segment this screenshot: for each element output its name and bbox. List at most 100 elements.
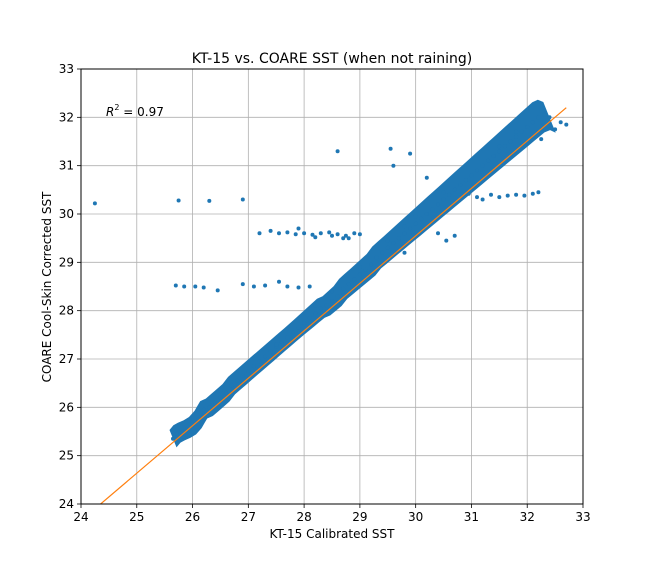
- scatter-point: [424, 212, 429, 216]
- x-tick-label: 28: [296, 510, 311, 524]
- x-tick-label: 24: [73, 510, 88, 524]
- scatter-point: [357, 265, 362, 270]
- scatter-point: [268, 349, 273, 354]
- scatter-point: [341, 286, 346, 291]
- scatter-point: [263, 283, 268, 288]
- scatter-point: [335, 149, 340, 154]
- scatter-point: [388, 146, 393, 151]
- scatter-point: [369, 262, 373, 267]
- scatter-point: [240, 373, 245, 378]
- scatter-point: [291, 330, 295, 335]
- scatter-point: [198, 412, 203, 417]
- scatter-point: [530, 191, 535, 196]
- scatter-point: [475, 168, 479, 173]
- x-tick-label: 26: [185, 510, 200, 524]
- x-tick-label: 29: [352, 510, 367, 524]
- scatter-point: [346, 282, 351, 287]
- scatter-point: [330, 233, 334, 238]
- scatter-point: [171, 436, 175, 441]
- scatter-point: [408, 226, 413, 231]
- scatter-point: [182, 284, 187, 289]
- x-tick-label: 32: [520, 510, 535, 524]
- scatter-point: [502, 144, 507, 149]
- y-tick-label: 27: [59, 352, 74, 366]
- y-tick-label: 24: [59, 497, 74, 511]
- y-tick-label: 30: [59, 207, 74, 221]
- scatter-point: [218, 395, 223, 400]
- scatter-point: [277, 231, 281, 236]
- scatter-point: [352, 277, 357, 282]
- scatter-point: [452, 187, 457, 192]
- scatter-point: [441, 190, 446, 195]
- scatter-point: [302, 320, 307, 325]
- scatter-point: [318, 306, 323, 311]
- scatter-point: [380, 250, 385, 255]
- scatter-point: [480, 163, 485, 168]
- scatter-point: [536, 190, 541, 195]
- scatter-point: [240, 282, 245, 287]
- x-tick-label: 25: [129, 510, 144, 524]
- scatter-point: [357, 232, 362, 237]
- scatter-point: [391, 241, 396, 245]
- scatter-point: [307, 284, 312, 289]
- scatter-point: [491, 154, 496, 158]
- scatter-point: [307, 315, 312, 320]
- y-tick-label: 32: [59, 110, 74, 124]
- scatter-point: [486, 158, 491, 163]
- scatter-point: [240, 197, 245, 202]
- scatter-point: [193, 284, 198, 289]
- scatter-point: [318, 231, 323, 236]
- scatter-point: [408, 151, 413, 156]
- scatter-point: [396, 236, 401, 241]
- scatter-point: [277, 279, 281, 284]
- scatter-point: [547, 115, 552, 120]
- scatter-point: [480, 197, 485, 202]
- scatter-point: [212, 400, 217, 405]
- scatter-point: [251, 364, 256, 369]
- scatter-point: [419, 216, 424, 221]
- x-tick-label: 33: [575, 510, 590, 524]
- scatter-point: [313, 303, 318, 308]
- scatter-point: [363, 267, 368, 272]
- scatter-point: [229, 383, 234, 388]
- scatter-point: [536, 115, 541, 120]
- scatter-point: [458, 183, 463, 187]
- scatter-point: [268, 228, 273, 233]
- scatter-point: [558, 120, 563, 125]
- scatter-point: [176, 198, 181, 203]
- scatter-point: [313, 311, 318, 316]
- plot-area-frame: [80, 68, 584, 505]
- scatter-point: [274, 342, 279, 347]
- scatter-point: [357, 272, 362, 277]
- scatter-point: [201, 407, 206, 412]
- scatter-point: [330, 299, 334, 303]
- scatter-point: [263, 354, 268, 359]
- scatter-point: [542, 112, 546, 117]
- x-tick-label: 27: [241, 510, 256, 524]
- scatter-point: [530, 120, 535, 125]
- scatter-point: [310, 232, 315, 237]
- scatter-point: [525, 125, 530, 129]
- y-tick-label: 33: [59, 62, 74, 76]
- scatter-point: [430, 207, 435, 212]
- scatter-point: [463, 178, 468, 183]
- scatter-point: [257, 359, 262, 364]
- scatter-point: [441, 197, 446, 202]
- scatter-point: [285, 284, 290, 289]
- scatter-point: [251, 284, 256, 289]
- scatter-point: [514, 192, 519, 197]
- scatter-point: [553, 127, 558, 132]
- scatter-point: [424, 175, 429, 180]
- y-tick-label: 28: [59, 304, 74, 318]
- scatter-point: [224, 390, 228, 395]
- y-tick-label: 31: [59, 159, 74, 173]
- x-axis-label: KT-15 Calibrated SST: [270, 527, 396, 541]
- scatter-point: [402, 250, 407, 255]
- y-tick-label: 25: [59, 449, 74, 463]
- scatter-point: [215, 288, 220, 293]
- scatter-point: [327, 230, 332, 235]
- chart-title: KT-15 vs. COARE SST (when not raining): [192, 51, 472, 67]
- x-tick-label: 31: [464, 510, 479, 524]
